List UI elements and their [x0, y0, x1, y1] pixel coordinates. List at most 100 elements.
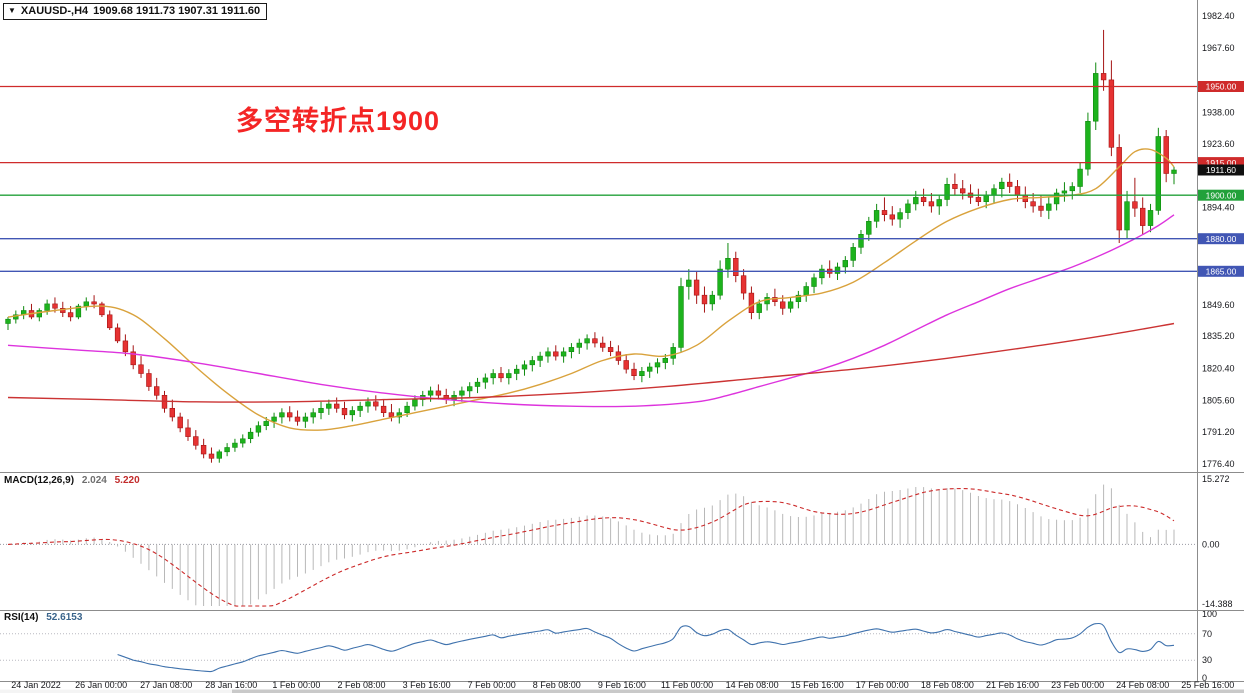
candle-body [662, 357, 669, 363]
candle-body [240, 438, 246, 444]
candle-body [670, 347, 676, 359]
candle-body [1171, 169, 1177, 174]
candle-body [1116, 147, 1122, 231]
candle-body [693, 279, 700, 296]
chevron-down-icon[interactable]: ▼ [8, 6, 16, 15]
price-tag [1198, 81, 1244, 92]
candle-body [905, 203, 911, 213]
candle-body [208, 453, 215, 459]
candle-body [154, 386, 160, 396]
y-axis-label: 1849.60 [1202, 300, 1235, 310]
candle-body [936, 199, 942, 207]
candle-body [247, 431, 254, 440]
candle-body [255, 425, 262, 433]
candle-body [811, 277, 817, 287]
macd-main-value: 2.024 [81, 475, 107, 486]
y-axis-label: 1923.60 [1202, 139, 1235, 149]
time-axis-label: 23 Feb 00:00 [1051, 680, 1104, 690]
candle-body [36, 310, 43, 318]
y-axis-label: 1967.60 [1202, 43, 1235, 53]
price-tag-label: 1915.00 [1206, 158, 1237, 168]
candle-body [412, 399, 418, 407]
candle-body [13, 314, 19, 320]
candle-body [991, 188, 997, 196]
candle-body [193, 436, 199, 446]
candle-body [897, 212, 903, 220]
candle-body [733, 257, 739, 276]
price-tag-label: 1950.00 [1206, 82, 1237, 92]
macd-signal-value: 5.220 [114, 475, 140, 486]
annotation-text: 多空转折点1900 [236, 106, 441, 136]
candle-body [795, 294, 802, 303]
candle-body [748, 292, 755, 314]
candle-body [779, 301, 786, 309]
price-tag [1198, 164, 1244, 176]
y-axis-label: 1938.00 [1202, 108, 1235, 118]
symbol-title-box: ▼ XAUUSD-,H4 1909.68 1911.73 1907.31 191… [3, 3, 268, 20]
candle-body [819, 268, 825, 279]
candle-body [404, 405, 410, 414]
candle-body [717, 268, 723, 296]
time-axis-label: 3 Feb 16:00 [403, 680, 451, 690]
rsi-axis-label: 0 [1202, 673, 1207, 683]
rsi-indicator-label: RSI(14) 52.6153 [4, 612, 82, 623]
price-tag [1198, 265, 1244, 277]
candle-body [224, 447, 230, 453]
candle-body [553, 351, 559, 357]
rsi-line [117, 622, 1175, 673]
candle-body [928, 201, 935, 207]
candle-body [576, 342, 583, 348]
candle-body [983, 194, 989, 202]
candle-body [388, 412, 395, 418]
candle-body [944, 184, 950, 200]
rsi-axis-label: 100 [1202, 609, 1217, 619]
price-tag [1198, 189, 1244, 201]
candle-body [1014, 186, 1021, 196]
candle-body [380, 405, 387, 414]
candle-body [114, 327, 121, 342]
candle-body [913, 197, 919, 205]
candle-body [1132, 201, 1138, 209]
candle-body [631, 368, 637, 377]
candle-body [138, 364, 144, 374]
time-axis-label: 11 Feb 00:00 [661, 680, 713, 690]
candle-body [185, 427, 191, 437]
candle-body [842, 260, 849, 268]
candle-body [177, 416, 183, 429]
candle-body [545, 351, 551, 357]
candle-body [701, 294, 708, 305]
candle-body [866, 221, 872, 235]
candle-body [83, 301, 90, 307]
scrollbar-thumb[interactable] [232, 689, 1244, 693]
candle-body [1163, 136, 1169, 174]
candle-body [365, 401, 371, 407]
candle-body [521, 364, 528, 370]
candle-body [1108, 79, 1115, 148]
time-axis-label: 28 Jan 16:00 [205, 680, 257, 690]
time-axis-label: 9 Feb 16:00 [598, 680, 646, 690]
candle-body [803, 286, 809, 296]
candle-body [1124, 201, 1130, 231]
candle-body [584, 338, 590, 344]
candle-body [858, 234, 864, 248]
candle-body [459, 390, 465, 396]
rsi-axis-label: 70 [1202, 629, 1212, 639]
candle-body [232, 442, 238, 448]
candle-body [1093, 73, 1099, 122]
candle-body [1030, 201, 1036, 207]
candle-body [709, 294, 716, 305]
candle-body [1155, 136, 1162, 211]
candle-body [169, 407, 175, 418]
candle-body [482, 377, 489, 383]
candle-body [1069, 186, 1076, 192]
candle-body [474, 381, 481, 387]
candle-body [756, 303, 762, 313]
candle-body [498, 373, 504, 379]
candle-body [279, 412, 285, 418]
candle-body [44, 303, 50, 311]
candle-body [686, 279, 692, 287]
price-tag-label: 1880.00 [1206, 234, 1237, 244]
macd-axis-label: 15.272 [1202, 474, 1230, 484]
candle-body [1147, 210, 1154, 226]
